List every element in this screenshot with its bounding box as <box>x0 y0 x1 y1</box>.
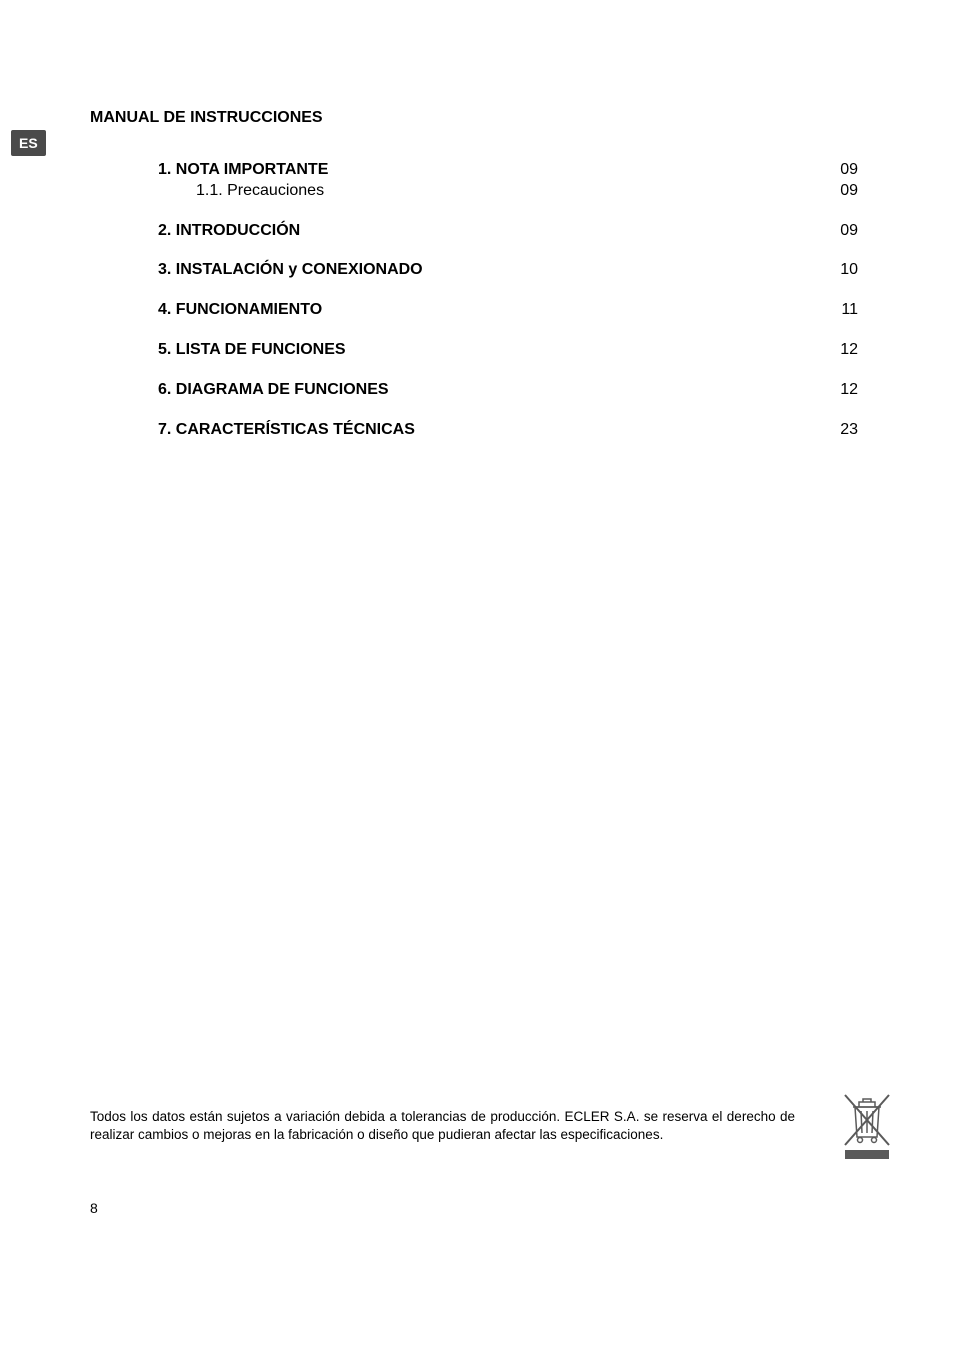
toc-label: 7. CARACTERÍSTICAS TÉCNICAS <box>158 420 415 441</box>
page-number: 8 <box>90 1200 98 1216</box>
toc-label: 5. LISTA DE FUNCIONES <box>158 340 346 361</box>
language-tab: ES <box>11 130 46 156</box>
toc-page-number: 09 <box>840 160 858 181</box>
weee-bin-icon <box>837 1087 897 1162</box>
toc-entry: 6. DIAGRAMA DE FUNCIONES 12 <box>158 380 858 401</box>
toc-page-number: 23 <box>840 420 858 441</box>
toc-label: 3. INSTALACIÓN y CONEXIONADO <box>158 260 423 281</box>
toc-label: 2. INTRODUCCIÓN <box>158 221 300 242</box>
toc-entry: 3. INSTALACIÓN y CONEXIONADO 10 <box>158 260 858 281</box>
toc-page-number: 09 <box>840 221 858 242</box>
table-of-contents: 1. NOTA IMPORTANTE091.1. Precauciones092… <box>158 160 858 440</box>
toc-label: 4. FUNCIONAMIENTO <box>158 300 322 321</box>
toc-entry: 2. INTRODUCCIÓN 09 <box>158 221 858 242</box>
toc-page-number: 09 <box>840 181 858 202</box>
toc-page-number: 11 <box>841 300 858 321</box>
toc-entry: 5. LISTA DE FUNCIONES 12 <box>158 340 858 361</box>
toc-label: 6. DIAGRAMA DE FUNCIONES <box>158 380 389 401</box>
toc-label: 1. NOTA IMPORTANTE <box>158 160 328 181</box>
toc-entry: 1.1. Precauciones 09 <box>158 181 858 202</box>
toc-page-number: 10 <box>840 260 858 281</box>
toc-entry: 4. FUNCIONAMIENTO 11 <box>158 300 858 321</box>
toc-label: 1.1. Precauciones <box>158 181 324 202</box>
toc-page-number: 12 <box>840 380 858 401</box>
toc-entry: 1. NOTA IMPORTANTE 09 <box>158 160 858 181</box>
toc-entry: 7. CARACTERÍSTICAS TÉCNICAS 23 <box>158 420 858 441</box>
toc-page-number: 12 <box>840 340 858 361</box>
manual-title: MANUAL DE INSTRUCCIONES <box>90 109 323 127</box>
footer-disclaimer: Todos los datos están sujetos a variació… <box>90 1108 795 1144</box>
